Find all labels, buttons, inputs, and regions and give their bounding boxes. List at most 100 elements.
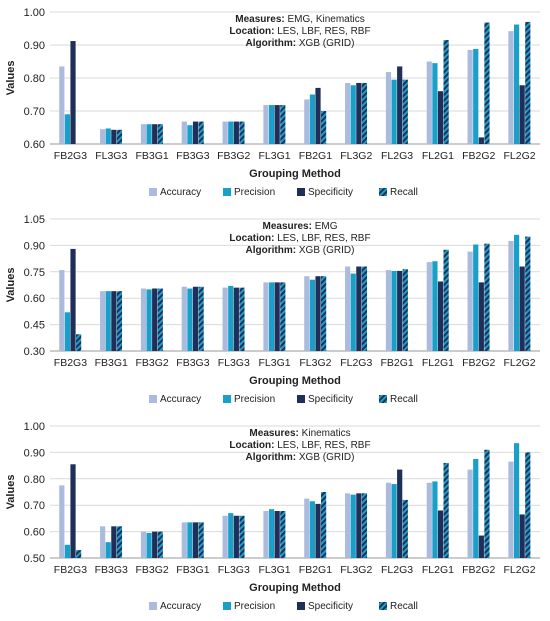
- legend-swatch-accuracy: [149, 188, 157, 196]
- legend-label-specificity: Specificity: [308, 187, 353, 198]
- bar-specificity-fl3g2: [315, 276, 321, 351]
- legend-label-specificity: Specificity: [308, 394, 353, 405]
- annotation-line: Location: LES, LBF, RES, RBF: [229, 233, 370, 244]
- x-tick-label: FL2G2: [504, 357, 536, 369]
- legend-label-precision: Precision: [234, 394, 275, 405]
- bar-precision-fl2g2: [513, 443, 520, 558]
- bar-precision-fb3g2: [146, 289, 152, 351]
- bar-specificity-fl3g2: [356, 82, 362, 144]
- x-tick-label: FL2G2: [504, 564, 536, 576]
- bar-specificity-fb3g1: [111, 291, 117, 351]
- bar-precision-fb3g1: [146, 124, 152, 144]
- bar-specificity-fl2g2: [519, 85, 525, 144]
- bar-accuracy-fl2g2: [508, 461, 514, 558]
- y-tick-label: 0.70: [24, 106, 45, 118]
- bar-precision-fb2g3: [64, 312, 71, 351]
- bar-precision-fl3g1: [268, 509, 275, 558]
- x-tick-label: FB3G3: [176, 357, 209, 369]
- legend-label-precision: Precision: [234, 601, 275, 612]
- annotation-key: Algorithm:: [246, 452, 299, 463]
- y-tick-label: 0.45: [24, 320, 45, 332]
- annotation-line: Measures: EMG, Kinematics: [235, 14, 365, 25]
- y-tick-label: 0.90: [24, 447, 45, 459]
- x-axis-label: Grouping Method: [249, 582, 341, 594]
- x-tick-label: FL2G3: [381, 150, 413, 162]
- bar-precision-fb3g2: [146, 532, 152, 558]
- legend-swatch-recall: [379, 395, 387, 403]
- x-tick-label: FB2G2: [462, 564, 495, 576]
- legend-swatch-specificity: [297, 602, 305, 610]
- bar-specificity-fl3g3: [233, 515, 239, 558]
- bar-precision-fb3g3: [105, 542, 111, 558]
- bar-accuracy-fb3g2: [222, 121, 228, 144]
- x-tick-label: FB3G3: [95, 564, 128, 576]
- bar-specificity-fb2g1: [315, 87, 321, 144]
- x-tick-label: FL2G1: [422, 564, 454, 576]
- bar-specificity-fb3g3: [192, 121, 199, 144]
- bar-specificity-fb3g1: [152, 124, 158, 144]
- x-tick-label: FB3G2: [217, 150, 250, 162]
- bar-accuracy-fl3g2: [345, 82, 351, 144]
- bar-accuracy-fb2g3: [59, 485, 65, 558]
- bar-specificity-fl2g3: [356, 266, 362, 351]
- bar-precision-fl2g3: [391, 79, 397, 144]
- x-tick-label: FB2G2: [462, 150, 495, 162]
- bar-accuracy-fl2g1: [426, 482, 432, 558]
- annotation-key: Algorithm:: [246, 245, 299, 256]
- bar-accuracy-fb3g3: [100, 526, 106, 558]
- y-tick-label: 0.75: [24, 267, 45, 279]
- bar-recall-fb2g3: [76, 334, 82, 351]
- annotation-key: Measures:: [249, 428, 301, 439]
- bar-precision-fl3g3: [228, 285, 234, 351]
- x-tick-label: FL3G3: [218, 357, 250, 369]
- bar-precision-fb2g1: [391, 270, 397, 351]
- bar-recall-fl2g2: [525, 452, 531, 558]
- bar-precision-fb3g1: [105, 291, 111, 351]
- legend-label-specificity: Specificity: [308, 601, 353, 612]
- bar-precision-fl3g1: [268, 282, 275, 351]
- bar-recall-fl2g2: [525, 21, 531, 144]
- annotation-value: LES, LBF, RES, RBF: [277, 440, 370, 451]
- annotation-line: Location: LES, LBF, RES, RBF: [229, 26, 370, 37]
- x-tick-label: FL3G2: [340, 150, 372, 162]
- bar-precision-fb3g1: [187, 522, 193, 558]
- bar-recall-fb2g1: [402, 269, 408, 351]
- annotation-line: Location: LES, LBF, RES, RBF: [229, 440, 370, 451]
- bar-recall-fl3g1: [280, 511, 286, 558]
- bar-specificity-fl3g1: [274, 105, 280, 144]
- x-tick-label: FB2G1: [299, 564, 332, 576]
- legend-swatch-specificity: [297, 188, 305, 196]
- bar-accuracy-fb2g2: [467, 469, 473, 558]
- annotation-value: EMG, Kinematics: [288, 14, 365, 25]
- bar-recall-fb3g2: [239, 121, 245, 144]
- y-tick-label: 0.80: [24, 73, 45, 85]
- x-tick-label: FB3G1: [176, 564, 209, 576]
- bar-accuracy-fb2g1: [304, 99, 310, 144]
- bar-specificity-fb2g3: [70, 248, 76, 351]
- bar-specificity-fl2g1: [437, 91, 444, 144]
- legend-label-precision: Precision: [234, 187, 275, 198]
- bar-accuracy-fl2g2: [508, 31, 514, 144]
- x-tick-label: FL2G3: [340, 357, 372, 369]
- annotation-value: XGB (GRID): [299, 38, 355, 49]
- bar-recall-fl3g3: [116, 129, 123, 144]
- bar-precision-fl2g3: [391, 484, 397, 558]
- bar-specificity-fb3g1: [192, 522, 199, 558]
- annotation-line: Algorithm: XGB (GRID): [246, 245, 355, 256]
- y-tick-label: 0.50: [24, 553, 45, 565]
- bar-accuracy-fl3g3: [222, 515, 228, 558]
- bar-specificity-fb3g2: [152, 531, 158, 558]
- y-tick-label: 0.60: [24, 139, 45, 151]
- x-tick-label: FB2G2: [462, 357, 495, 369]
- bar-accuracy-fl3g3: [222, 287, 228, 351]
- bar-precision-fb3g3: [187, 125, 193, 144]
- bar-recall-fb2g2: [484, 243, 490, 351]
- bar-recall-fl3g2: [361, 82, 368, 144]
- bar-recall-fl3g2: [361, 493, 368, 558]
- bar-precision-fl2g3: [350, 273, 356, 351]
- bar-specificity-fl2g3: [397, 66, 403, 144]
- legend-swatch-precision: [223, 602, 231, 610]
- bar-recall-fb3g3: [198, 121, 204, 144]
- bar-specificity-fb2g1: [397, 270, 403, 351]
